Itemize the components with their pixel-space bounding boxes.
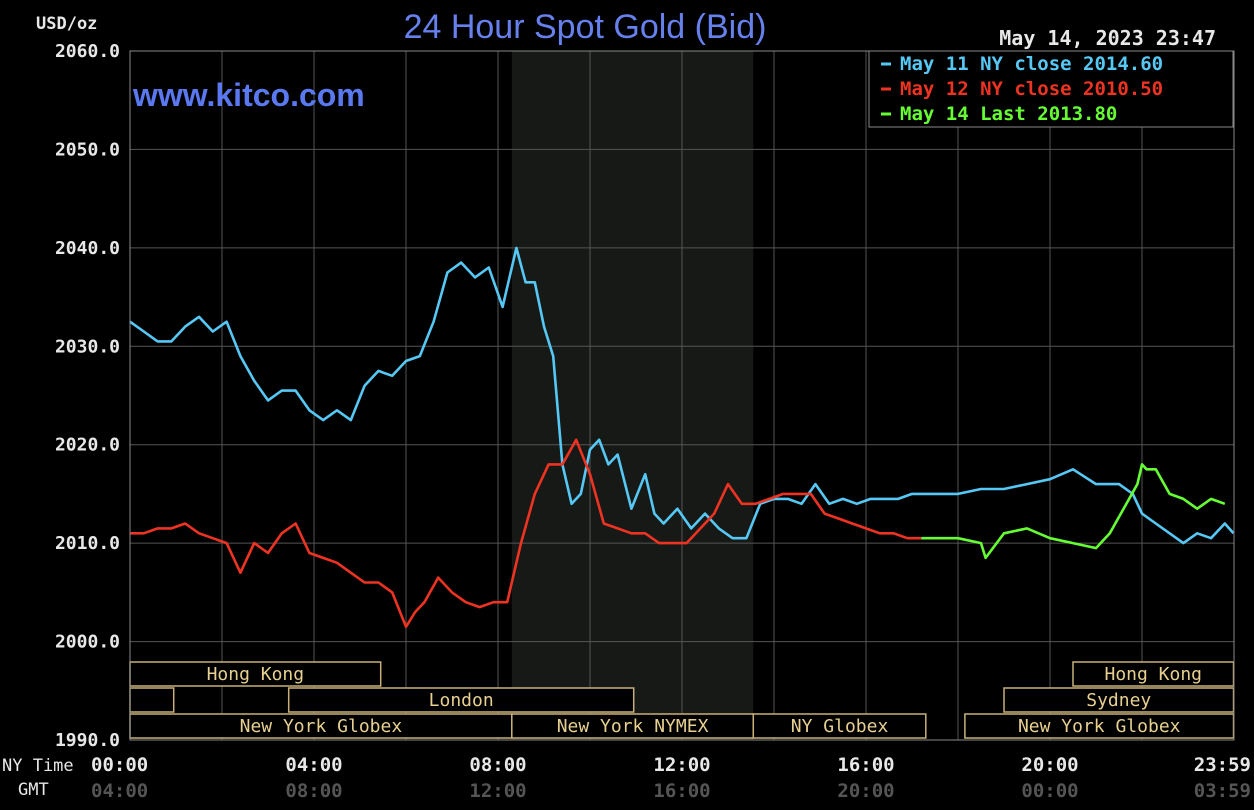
session-label: New York NYMEX	[557, 716, 709, 737]
x-tick-label-ny: 08:00	[469, 754, 526, 776]
session-label: NY Globex	[791, 716, 889, 737]
y-tick-label: 2000.0	[55, 632, 120, 653]
series-line-may-11	[129, 246, 1235, 545]
gmt-row-label: GMT	[18, 780, 49, 800]
y-tick-label: 2050.0	[55, 139, 120, 160]
x-tick-label-ny: 00:00	[91, 754, 148, 776]
series-lines	[129, 246, 1235, 629]
y-axis-label: USD/oz	[36, 14, 97, 34]
session-label: Hong Kong	[207, 664, 305, 685]
watermark: www.kitco.com	[132, 77, 365, 113]
session-box	[1072, 661, 1235, 687]
session-label: London	[429, 690, 494, 711]
y-tick-label: 2020.0	[55, 435, 120, 456]
legend-entry: May 12 NY close 2010.50	[900, 78, 1163, 100]
x-tick-label-gmt: 20:00	[837, 780, 894, 802]
session-box	[752, 713, 927, 739]
chart-title: 24 Hour Spot Gold (Bid)	[404, 8, 767, 46]
session-box	[129, 713, 513, 739]
series-line-may-14	[921, 463, 1226, 560]
x-tick-label-gmt: 16:00	[653, 780, 710, 802]
session-label: New York Globex	[1018, 716, 1181, 737]
session-box	[511, 713, 755, 739]
session-label: New York Globex	[240, 716, 403, 737]
series-line-may-12	[130, 438, 922, 629]
trading-sessions: Hong Kong London New York Globex New York N…	[129, 661, 1235, 739]
y-tick-label: 2010.0	[55, 533, 120, 554]
y-tick-label: 1990.0	[55, 730, 120, 751]
legend: May 11 NY close 2014.60 May 12 NY close 2…	[868, 50, 1234, 128]
x-tick-label-ny: 23:59	[1194, 754, 1251, 776]
y-tick-label: 2030.0	[55, 336, 120, 357]
y-tick-label: 2060.0	[55, 41, 120, 62]
timestamp: May 14, 2023 23:47	[999, 26, 1216, 50]
x-tick-label-gmt: 08:00	[285, 780, 342, 802]
x-tick-label-gmt: 04:00	[91, 780, 148, 802]
session-box	[1003, 687, 1235, 713]
legend-entry: May 11 NY close 2014.60	[900, 53, 1163, 75]
x-tick-label-gmt: 00:00	[1021, 780, 1078, 802]
legend-items: May 11 NY close 2014.60 May 12 NY close 2…	[881, 53, 1163, 125]
x-tick-label-gmt: 03:59	[1194, 780, 1251, 802]
legend-entry: May 14 Last 2013.80	[900, 103, 1117, 125]
x-tick-label-ny: 16:00	[837, 754, 894, 776]
nymex-session-shade	[511, 51, 754, 740]
plot-frame	[129, 50, 1235, 741]
x-tick-label-gmt: 12:00	[469, 780, 526, 802]
legend-box	[868, 50, 1234, 128]
session-box	[129, 687, 175, 713]
x-tick-label-ny: 04:00	[285, 754, 342, 776]
session-label: Sydney	[1086, 690, 1151, 711]
session-box	[129, 661, 382, 687]
session-label: Hong Kong	[1104, 664, 1202, 685]
x-tick-label-ny: 20:00	[1021, 754, 1078, 776]
ny-time-row-label: NY Time	[2, 756, 74, 776]
y-tick-labels: 2060.0 2050.0 2040.0 2030.0 2020.0 2010.0 2000…	[55, 41, 120, 751]
y-tick-label: 2040.0	[55, 238, 120, 259]
x-tick-label-ny: 12:00	[653, 754, 710, 776]
x-tick-labels: NY Time GMT 00:00 04:00 04:00 08:00 08:00 12:00…	[2, 754, 1251, 802]
session-box	[287, 687, 635, 713]
session-box	[964, 713, 1235, 739]
